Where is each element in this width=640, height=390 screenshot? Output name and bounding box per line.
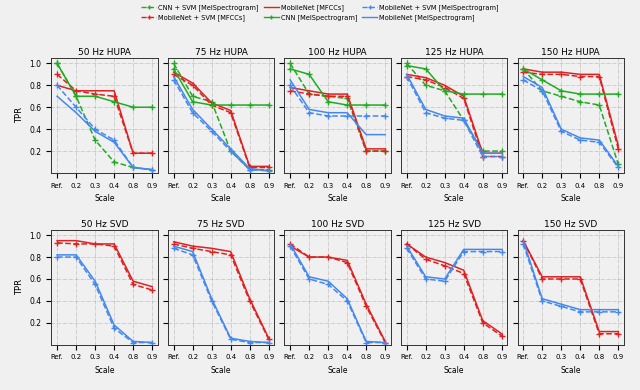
Y-axis label: TPR: TPR	[15, 108, 24, 124]
X-axis label: Scale: Scale	[328, 366, 348, 375]
Title: 100 Hz SVD: 100 Hz SVD	[311, 220, 364, 229]
Y-axis label: TPR: TPR	[15, 279, 24, 295]
X-axis label: Scale: Scale	[211, 366, 232, 375]
X-axis label: Scale: Scale	[328, 194, 348, 203]
Legend: CNN + SVM [MelSpectrogram], MobileNet + SVM [MFCCs], MobileNet [MFCCs], CNN [Mel: CNN + SVM [MelSpectrogram], MobileNet + …	[140, 4, 500, 23]
Title: 50 Hz HUPA: 50 Hz HUPA	[78, 48, 131, 57]
X-axis label: Scale: Scale	[561, 194, 581, 203]
Title: 75 Hz HUPA: 75 Hz HUPA	[195, 48, 248, 57]
Title: 125 Hz SVD: 125 Hz SVD	[428, 220, 481, 229]
Title: 150 Hz SVD: 150 Hz SVD	[544, 220, 597, 229]
X-axis label: Scale: Scale	[444, 366, 465, 375]
X-axis label: Scale: Scale	[94, 366, 115, 375]
Title: 150 Hz HUPA: 150 Hz HUPA	[541, 48, 600, 57]
Title: 75 Hz SVD: 75 Hz SVD	[197, 220, 245, 229]
X-axis label: Scale: Scale	[561, 366, 581, 375]
X-axis label: Scale: Scale	[211, 194, 232, 203]
X-axis label: Scale: Scale	[94, 194, 115, 203]
Title: 50 Hz SVD: 50 Hz SVD	[81, 220, 129, 229]
X-axis label: Scale: Scale	[444, 194, 465, 203]
Title: 100 Hz HUPA: 100 Hz HUPA	[308, 48, 367, 57]
Title: 125 Hz HUPA: 125 Hz HUPA	[425, 48, 483, 57]
